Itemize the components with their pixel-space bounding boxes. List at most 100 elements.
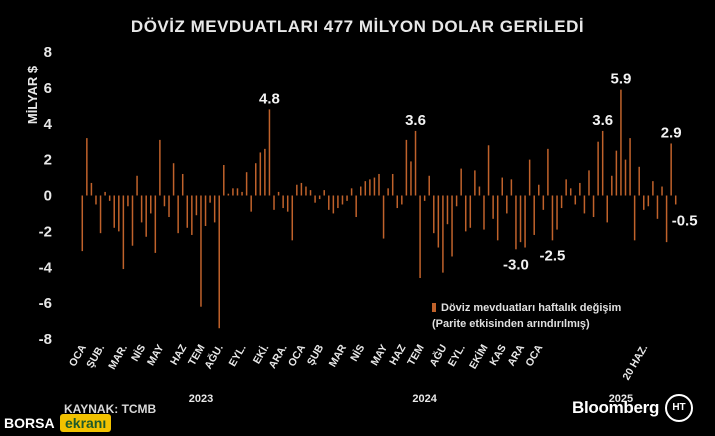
bar [195, 195, 198, 216]
bar [150, 195, 152, 214]
bar [282, 195, 284, 209]
x-tick-label: TEM [405, 342, 427, 367]
bar [250, 195, 252, 212]
bar [309, 190, 312, 196]
watermark-word-2: ekranı [60, 414, 112, 432]
x-tick-label: MAR [327, 342, 350, 369]
year-label: 2024 [412, 393, 437, 405]
x-tick-label: HAZ [168, 342, 189, 367]
bar [337, 195, 339, 209]
bar [583, 195, 586, 214]
bar [350, 188, 353, 196]
bar [181, 173, 184, 196]
ht-logo-icon: HT [665, 394, 693, 422]
bar [140, 195, 143, 223]
bar [515, 195, 517, 250]
legend-sublabel: (Parite etkisinden arındırılmış) [432, 318, 590, 330]
x-tick-label: NİS [347, 342, 367, 364]
bar [286, 195, 289, 212]
bar [469, 195, 472, 228]
bar [213, 195, 216, 223]
x-tick-label: EYL. [446, 342, 468, 368]
bar [273, 195, 275, 210]
bar [359, 186, 362, 196]
bar [551, 195, 554, 241]
bar [460, 168, 462, 196]
bar [204, 195, 207, 226]
legend: Döviz mevduatları haftalık değişim (Pari… [432, 300, 621, 332]
bar [200, 195, 202, 307]
x-tick-label: ARA. [267, 342, 290, 370]
bar [492, 195, 494, 219]
bar [401, 195, 403, 205]
x-tick-label: EYL. [227, 342, 249, 368]
data-label: 3.6 [405, 112, 426, 129]
source-note: KAYNAK: TCMB [64, 402, 157, 416]
bar [606, 195, 608, 223]
data-label: 3.6 [592, 112, 613, 129]
bar [524, 195, 526, 248]
bar [396, 195, 399, 209]
bar [506, 195, 508, 214]
bar [223, 165, 225, 196]
bar [177, 195, 179, 234]
bar [364, 181, 367, 196]
x-tick-label: AĞU [427, 342, 450, 369]
y-tick-label: 6 [44, 80, 52, 97]
bar [519, 195, 522, 243]
bar [332, 195, 335, 214]
bar [419, 195, 421, 279]
y-tick-label: -8 [39, 331, 52, 348]
x-tick-label: MAY [145, 343, 167, 368]
bar [314, 195, 316, 203]
bar [433, 195, 435, 234]
bar [378, 173, 380, 196]
bar [369, 179, 371, 196]
x-tick-label: ŞUB. [84, 342, 107, 370]
bar [159, 139, 161, 196]
bar [674, 195, 677, 205]
bar [218, 195, 220, 329]
bar [382, 195, 385, 239]
bar [172, 163, 175, 196]
bar [629, 138, 631, 196]
bar [547, 148, 549, 196]
bar [483, 195, 485, 230]
bar [300, 182, 303, 196]
y-axis-label: MİLYAR $ [25, 65, 40, 124]
bar [346, 195, 348, 201]
y-tick-label: 2 [44, 152, 52, 169]
bar [277, 191, 280, 196]
bar [245, 172, 248, 196]
y-tick-label: 0 [44, 188, 52, 205]
chart-title: DÖVİZ MEVDUATLARI 477 MİLYON DOLAR GERİL… [130, 17, 585, 36]
bar [168, 195, 170, 218]
y-tick-label: -6 [39, 295, 52, 312]
bar [95, 195, 97, 205]
bar [268, 109, 271, 196]
bar [560, 195, 563, 209]
y-tick-label: -4 [39, 259, 53, 276]
bar [588, 170, 590, 196]
bar [405, 139, 408, 196]
bar [136, 175, 138, 196]
bar [437, 195, 440, 248]
bar [565, 179, 567, 196]
x-tick-label: OCA [523, 342, 545, 369]
bar [665, 195, 668, 243]
bar [638, 166, 640, 196]
bar [611, 175, 613, 196]
bar [191, 195, 193, 235]
legend-swatch [432, 303, 436, 312]
bar [86, 138, 88, 196]
bar [615, 150, 618, 196]
bar [81, 195, 84, 252]
data-label: -3.0 [503, 256, 529, 273]
x-tick-label: ARA [505, 342, 527, 368]
x-tick-label: AĞU. [201, 342, 225, 371]
bar [113, 195, 115, 228]
bar [414, 130, 417, 196]
bar [597, 141, 599, 196]
legend-label: Döviz mevduatları haftalık değişim [441, 302, 622, 314]
